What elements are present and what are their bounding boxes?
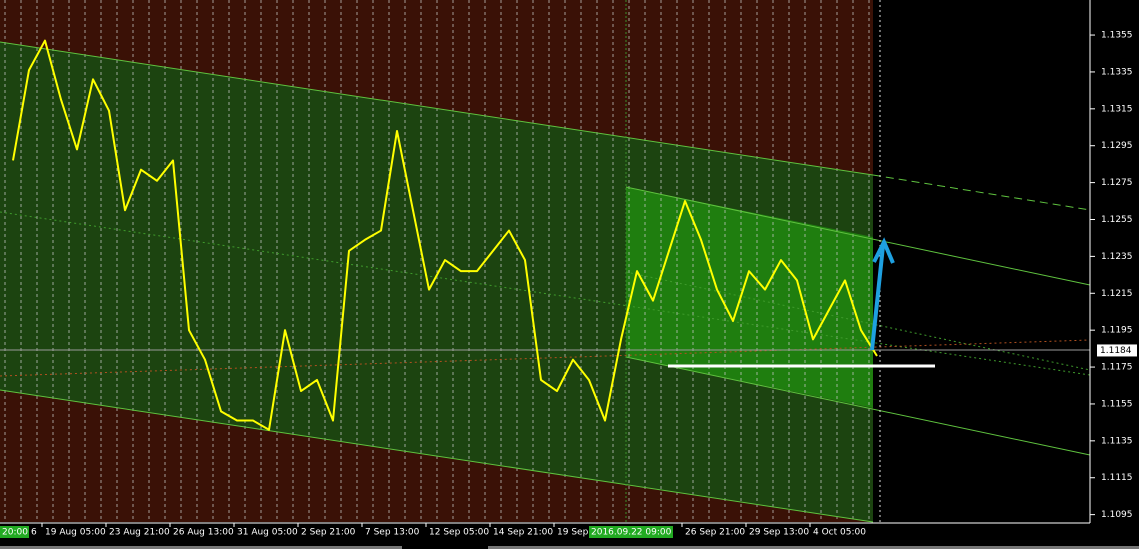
y-tick-label: 1.1155 bbox=[1101, 399, 1133, 409]
channel-bottom bbox=[0, 389, 874, 523]
y-tick-label: 1.1095 bbox=[1101, 510, 1133, 520]
y-tick-label: 1.1295 bbox=[1101, 141, 1133, 151]
left-time-box bbox=[0, 526, 29, 538]
arrow-head bbox=[872, 237, 895, 264]
channel-top-ext bbox=[872, 174, 1091, 211]
channel-top bbox=[0, 41, 874, 176]
y-tick-label: 1.1235 bbox=[1101, 252, 1133, 262]
crosshair-time-label: 2016.09.22 09:00 bbox=[591, 528, 672, 538]
y-tick-label: 1.1355 bbox=[1101, 31, 1133, 41]
channel-mid bbox=[0, 211, 1091, 376]
current-price-box bbox=[1097, 344, 1137, 357]
arrow-shaft bbox=[870, 245, 885, 351]
period-separators bbox=[4, 0, 870, 522]
inner-mid bbox=[625, 271, 1091, 371]
y-tick-label: 1.1335 bbox=[1101, 67, 1133, 77]
trend-line bbox=[0, 339, 1091, 377]
channel-lines bbox=[0, 41, 1091, 523]
plot bbox=[12, 39, 878, 431]
x-tick-label: 29 Sep 13:00 bbox=[749, 528, 809, 538]
x-tick-label: 4 Oct 05:00 bbox=[813, 528, 866, 538]
inner-top bbox=[625, 186, 1091, 286]
y-tick-label: 1.1275 bbox=[1101, 178, 1133, 188]
x-tick-label: 23 Aug 21:00 bbox=[109, 528, 170, 538]
axes: 1.1095 1.1115 1.1135 1.1155 1.1175 1.1195 1.12… bbox=[41, 31, 1137, 538]
arrow bbox=[870, 237, 895, 351]
y-tick-label: 1.1195 bbox=[1101, 326, 1133, 336]
x-axis-area bbox=[0, 523, 1090, 549]
y-axis-area bbox=[1090, 0, 1139, 549]
current-price-label: 1.1184 bbox=[1100, 346, 1132, 356]
y-tick-label: 1.1135 bbox=[1101, 436, 1133, 446]
x-tick-label: 19 Sep bbox=[557, 528, 589, 538]
scroll-segment bbox=[0, 546, 402, 549]
inner-channel bbox=[626, 187, 873, 408]
y-tick-label: 1.1255 bbox=[1101, 215, 1133, 225]
y-tick-label: 1.1315 bbox=[1101, 104, 1133, 114]
y-tick-label: 1.1175 bbox=[1101, 363, 1133, 373]
x-tick-label: 2 Sep 21:00 bbox=[301, 528, 356, 538]
y-tick-label: 1.1215 bbox=[1101, 289, 1133, 299]
y-tick-label: 1.1115 bbox=[1101, 473, 1133, 483]
x-tick-label: 26 Aug 13:00 bbox=[173, 528, 234, 538]
inner-bottom bbox=[625, 356, 1091, 456]
x-tick-label: 31 Aug 05:00 bbox=[237, 528, 298, 538]
price-line bbox=[12, 39, 878, 431]
x-tick-label: 19 Aug 05:00 bbox=[45, 528, 106, 538]
scroll-segment bbox=[488, 546, 1139, 549]
x-tick-label: 14 Sep 21:00 bbox=[493, 528, 553, 538]
crosshair-time-box bbox=[589, 526, 673, 538]
left-time-label: 20:00 bbox=[2, 528, 28, 538]
x-tick-label: 12 Sep 05:00 bbox=[429, 528, 489, 538]
x-tick-label: 26 Sep 21:00 bbox=[685, 528, 745, 538]
x-tick-label: 7 Sep 13:00 bbox=[365, 528, 420, 538]
left-partial-label: 6 bbox=[31, 528, 37, 538]
